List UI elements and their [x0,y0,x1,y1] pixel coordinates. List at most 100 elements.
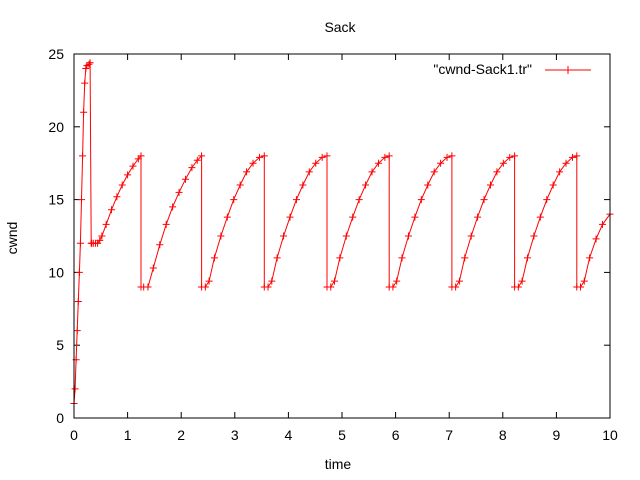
data-point [129,162,137,170]
data-point [137,152,145,160]
data-point [374,159,382,167]
data-point [82,65,90,73]
data-point [292,196,300,204]
data-point [342,232,350,240]
data-point [381,153,389,161]
data-point [323,152,331,160]
data-point [299,181,307,189]
data-point [327,283,335,291]
data-point [592,235,600,243]
data-point [530,232,538,240]
data-point [312,159,320,167]
data-point [562,159,570,167]
data-point [389,283,397,291]
data-point [493,168,501,176]
data-point [188,164,196,172]
data-point [98,232,106,240]
data-point [355,196,363,204]
legend: "cwnd-Sack1.tr" [433,61,591,77]
series-0 [70,59,614,407]
data-point [175,188,183,196]
data-point [236,181,244,189]
legend-marker [564,66,572,74]
data-point [81,79,89,87]
axis-ticks: 0 1 2 3 4 5 6 7 8 9 10 0 5 10 15 20 25 [48,46,618,443]
x-tick-label: 0 [70,427,78,443]
x-tick-label: 5 [338,427,346,443]
y-tick-label: 20 [48,119,64,135]
data-point [577,283,585,291]
data-point [455,277,463,285]
data-point [336,254,344,262]
data-point [480,196,488,204]
data-point [108,206,116,214]
x-tick-label: 1 [124,427,132,443]
data-point [404,232,412,240]
data-point [318,153,326,161]
data-point [286,213,294,221]
data-point [568,153,576,161]
data-point [201,283,209,291]
data-point [76,239,84,247]
data-point [73,327,81,335]
data-point [417,196,425,204]
y-tick-label: 25 [48,46,64,62]
data-point [461,254,469,262]
data-point [223,213,231,221]
data-point [264,283,272,291]
data-point [280,232,288,240]
data-point [162,220,170,228]
x-tick-label: 7 [445,427,453,443]
data-point [205,277,213,285]
data-point [149,264,157,272]
data-point [85,60,93,68]
data-point [181,175,189,183]
y-axis-label: cwnd [4,222,20,255]
data-point [113,193,121,201]
data-point [511,152,519,160]
data-point [499,159,507,167]
data-point [96,236,104,244]
y-tick-label: 5 [56,337,64,353]
data-point [78,196,86,204]
data-point [556,168,564,176]
legend-label: "cwnd-Sack1.tr" [433,61,532,77]
data-point [305,168,313,176]
y-tick-label: 0 [56,410,64,426]
data-point [424,181,432,189]
series-layer [70,59,614,407]
series-line [73,61,611,404]
data-point [411,213,419,221]
data-point [368,168,376,176]
plot-frame [73,53,611,419]
y-tick-label: 10 [48,264,64,280]
data-point [86,59,94,67]
data-point [506,153,514,161]
data-point [75,268,83,276]
x-tick-label: 3 [231,427,239,443]
data-point [144,283,152,291]
y-tick-label: 15 [48,192,64,208]
data-point [102,220,110,228]
data-point [273,254,281,262]
data-point [448,152,456,160]
data-point [474,213,482,221]
data-point [74,298,82,306]
data-point [118,181,126,189]
data-point [580,277,588,285]
data-point [230,196,238,204]
data-point [437,159,445,167]
data-point [430,168,438,176]
data-point [243,168,251,176]
data-point [598,220,606,228]
data-point [169,203,177,211]
data-point [549,181,557,189]
data-point [518,277,526,285]
x-tick-label: 4 [285,427,293,443]
data-point [80,108,88,116]
data-point [543,196,551,204]
data-point [393,277,401,285]
data-point [443,153,451,161]
data-point [330,277,338,285]
